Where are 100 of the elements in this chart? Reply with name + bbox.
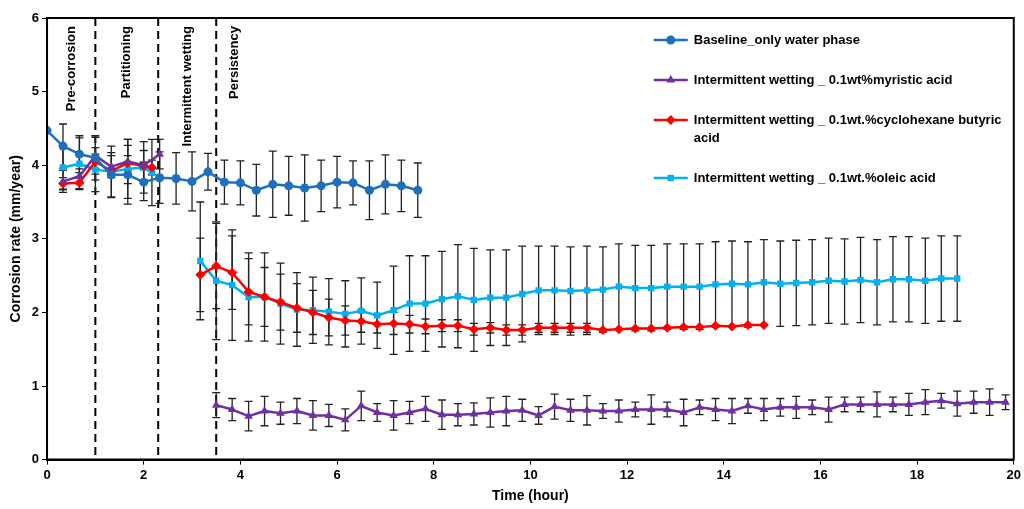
- point: [1001, 397, 1010, 405]
- point: [251, 185, 261, 195]
- point: [405, 407, 414, 415]
- point: [630, 323, 641, 334]
- point: [711, 404, 720, 413]
- point: [123, 170, 133, 180]
- point: [235, 178, 245, 188]
- point: [389, 410, 398, 418]
- point: [694, 322, 705, 333]
- point: [615, 283, 623, 290]
- x-tick-label: 16: [813, 466, 828, 482]
- point: [726, 321, 737, 332]
- point: [646, 323, 657, 334]
- point: [985, 397, 994, 405]
- point: [954, 275, 961, 282]
- point: [487, 294, 494, 301]
- y-tick-label: 0: [31, 451, 40, 467]
- point: [308, 410, 318, 418]
- point: [630, 404, 640, 413]
- point: [825, 277, 832, 284]
- point: [332, 177, 342, 187]
- point: [710, 320, 721, 331]
- point: [58, 141, 68, 151]
- point: [501, 406, 511, 414]
- annotation: Partitioning: [118, 25, 134, 99]
- point: [358, 307, 365, 315]
- point: [340, 414, 350, 423]
- point: [517, 405, 527, 413]
- y-tick-label: 5: [31, 83, 40, 99]
- point: [75, 171, 84, 179]
- point: [74, 149, 84, 159]
- point: [680, 283, 687, 290]
- point: [211, 261, 222, 272]
- point: [76, 160, 83, 167]
- point: [300, 183, 310, 193]
- point: [195, 269, 206, 280]
- x-tick-label: 20: [1006, 466, 1021, 482]
- point: [807, 402, 817, 410]
- point: [227, 404, 237, 413]
- x-tick-label: 18: [909, 466, 925, 482]
- point: [388, 318, 399, 329]
- point: [567, 287, 574, 295]
- point: [791, 402, 801, 410]
- point: [920, 397, 930, 405]
- point: [793, 279, 800, 287]
- x-tick-label: 12: [619, 466, 635, 482]
- point: [583, 287, 591, 294]
- x-tick-label: 2: [140, 466, 148, 482]
- point: [936, 395, 946, 404]
- point: [139, 177, 149, 187]
- point: [380, 179, 390, 189]
- point: [323, 312, 334, 323]
- point: [535, 287, 542, 294]
- point: [406, 300, 413, 307]
- point: [453, 409, 463, 418]
- point: [648, 284, 655, 292]
- annotation: Persistency: [225, 25, 241, 99]
- point: [551, 287, 558, 294]
- point: [857, 276, 864, 284]
- point: [969, 397, 978, 405]
- point: [744, 281, 752, 288]
- point: [284, 181, 294, 191]
- point: [92, 166, 99, 173]
- point: [155, 173, 165, 183]
- point: [599, 286, 607, 293]
- legend-label: Baseline_only water phase: [693, 31, 860, 47]
- point: [348, 178, 358, 188]
- point: [742, 319, 753, 330]
- point: [646, 404, 656, 413]
- point: [437, 409, 447, 418]
- point: [759, 404, 769, 413]
- point: [316, 181, 326, 191]
- point: [356, 400, 366, 409]
- y-axis-title: Corrosion rate (mm/year): [7, 155, 24, 323]
- point: [396, 181, 406, 191]
- point: [244, 411, 253, 419]
- y-tick-label: 3: [31, 230, 40, 246]
- point: [211, 400, 221, 408]
- point: [171, 173, 181, 183]
- legend-label: Intermittent wetting _ 0.1wt.%cyclohexane butyric acid: [693, 111, 1002, 145]
- point: [938, 275, 945, 282]
- x-tick-label: 14: [716, 466, 732, 482]
- point: [59, 164, 67, 171]
- point: [856, 399, 865, 407]
- point: [373, 312, 381, 319]
- point: [155, 149, 164, 157]
- annotation: Intermittent wetting: [178, 25, 194, 147]
- point: [566, 405, 575, 413]
- point: [712, 281, 719, 288]
- x-tick-label: 6: [333, 466, 341, 482]
- point: [227, 267, 238, 278]
- point: [219, 177, 229, 187]
- point: [213, 277, 220, 284]
- point: [695, 402, 704, 410]
- point: [727, 406, 737, 414]
- point: [340, 315, 351, 326]
- x-axis-title: Time (hour): [492, 487, 569, 504]
- point: [597, 325, 608, 336]
- point: [90, 153, 100, 163]
- point: [364, 185, 374, 195]
